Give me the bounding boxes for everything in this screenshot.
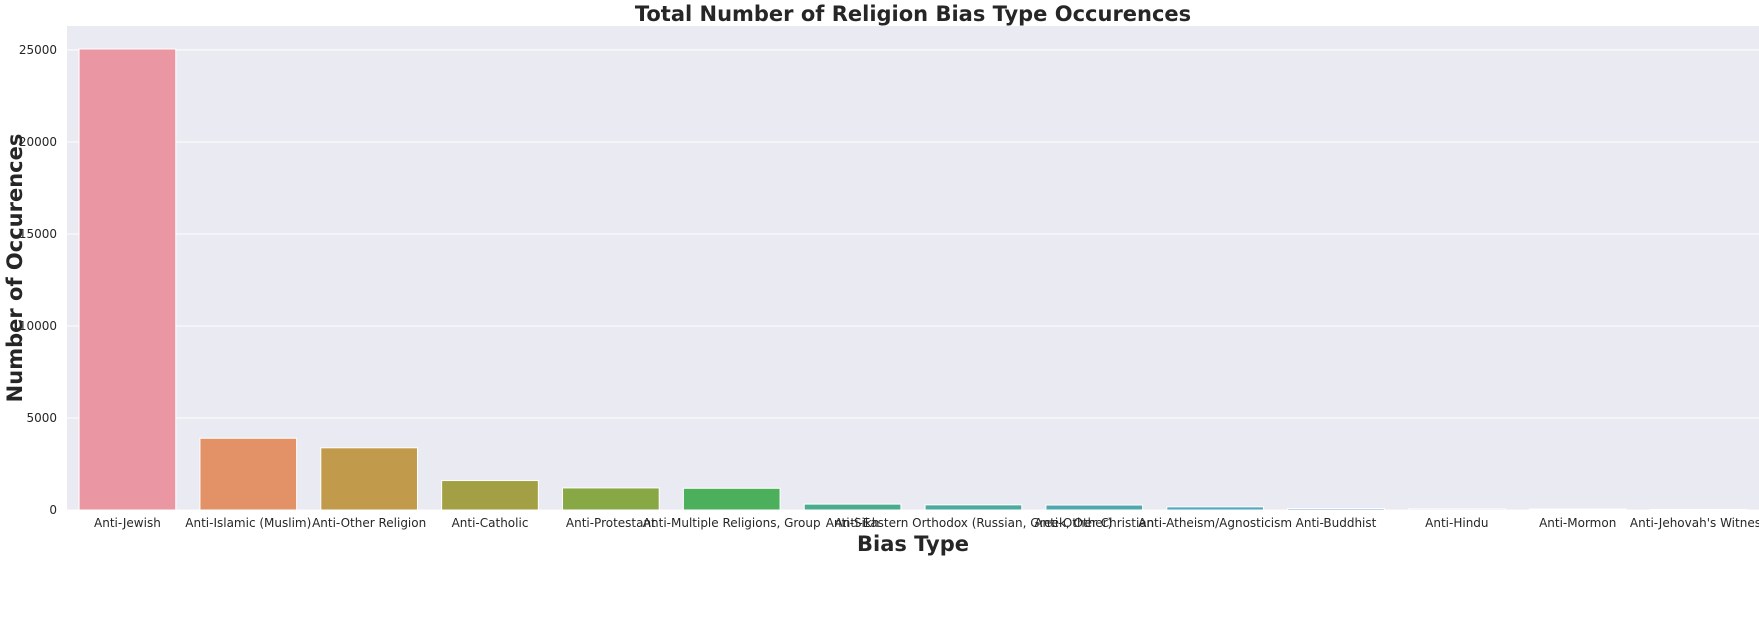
bar	[320, 447, 418, 511]
bar	[924, 504, 1023, 511]
bar	[1166, 506, 1264, 511]
bar	[1528, 508, 1627, 511]
x-tick-label: Anti-Mormon	[1539, 516, 1616, 530]
bar	[562, 487, 660, 511]
x-tick-label: Anti-Hindu	[1425, 516, 1488, 530]
y-tick-label: 10000	[19, 319, 57, 333]
y-tick-label: 15000	[19, 227, 57, 241]
x-tick-label: Anti-Eastern Orthodox (Russian, Greek, O…	[835, 516, 1113, 530]
x-tick-label: Anti-Other Religion	[312, 516, 426, 530]
y-tick-label: 0	[49, 503, 57, 517]
plot-area	[67, 26, 1759, 510]
bar	[199, 437, 298, 511]
x-tick-label: Anti-Catholic	[452, 516, 529, 530]
x-tick-label: Anti-Jehovah's Witness	[1630, 516, 1759, 530]
y-axis-title: Number of Occurences	[3, 134, 27, 403]
x-tick-label: Anti-Multiple Religions, Group	[643, 516, 821, 530]
bar	[1649, 508, 1748, 511]
chart-title: Total Number of Religion Bias Type Occur…	[635, 2, 1191, 26]
x-tick-label: Anti-Islamic (Muslim)	[185, 516, 311, 530]
bar	[682, 487, 781, 511]
x-axis-title: Bias Type	[857, 532, 969, 556]
x-tick-label: Anti-Buddhist	[1296, 516, 1377, 530]
bar	[1408, 508, 1506, 511]
bar	[1045, 504, 1144, 511]
y-tick-label: 20000	[19, 135, 57, 149]
bar	[1287, 508, 1385, 511]
bar	[441, 480, 539, 511]
x-tick-label: Anti-Protestant	[566, 516, 656, 530]
bar	[78, 48, 177, 511]
bars	[78, 48, 1748, 511]
y-tick-labels: 0 5000 10000 15000 20000 25000	[19, 43, 57, 517]
x-tick-label: Anti-Sikh	[826, 516, 880, 530]
y-tick-label: 5000	[26, 411, 57, 425]
bar	[803, 503, 902, 511]
x-tick-label: Anti-Atheism/Agnosticism	[1138, 516, 1292, 530]
y-tick-label: 25000	[19, 43, 57, 57]
x-tick-labels: Anti-Jewish Anti-Islamic (Muslim) Anti-Oth…	[94, 516, 1759, 530]
x-tick-label: Anti-Other Christian	[1034, 516, 1154, 530]
x-tick-label: Anti-Jewish	[94, 516, 161, 530]
